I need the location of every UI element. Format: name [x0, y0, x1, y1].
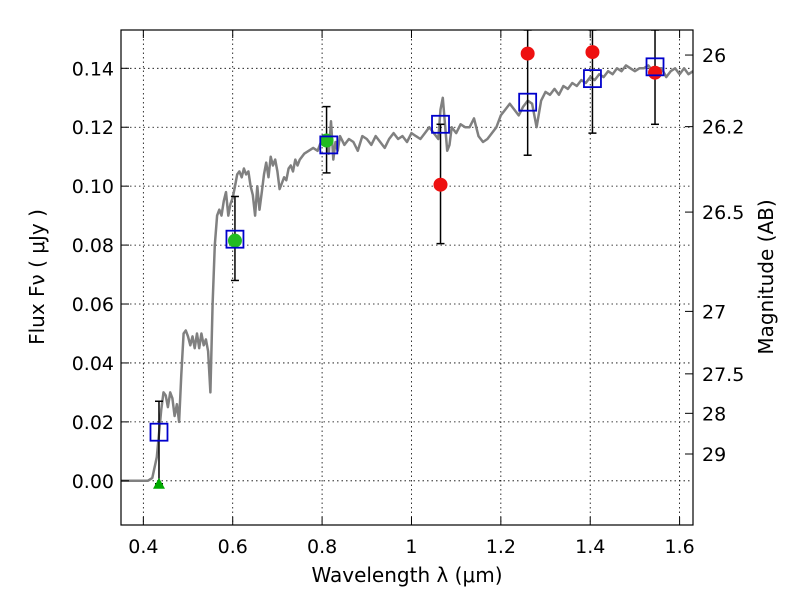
- magnitude-tick-label: 27.5: [702, 364, 744, 386]
- x-tick-label: 0.6: [218, 536, 248, 558]
- x-tick-label: 1: [405, 536, 417, 558]
- detection-point: [227, 233, 242, 248]
- magnitude-tick-label: 26: [702, 45, 726, 67]
- y-tick-label: 0.08: [72, 235, 114, 257]
- spectrum-layer: [121, 64, 693, 483]
- x-tick-label: 1.6: [664, 536, 694, 558]
- magnitude-tick-label: 26.5: [702, 202, 744, 224]
- model-spectrum-line: [121, 64, 693, 483]
- magnitude-tick-label: 26.2: [702, 117, 744, 139]
- red-measurement-point: [585, 45, 600, 60]
- y-tick-label: 0.14: [72, 58, 114, 80]
- x-tick-label: 1.4: [575, 536, 605, 558]
- marker-layer: [149, 45, 665, 489]
- model-flux-square: [645, 57, 665, 77]
- plot-area: [121, 30, 693, 525]
- magnitude-axis-ticks: 26 26.2 26.5 27 27.5 28 29: [685, 45, 744, 466]
- y-axis-label: Flux Fν ( μJy ): [25, 209, 49, 345]
- model-flux-square: [431, 114, 450, 134]
- y-tick-label: 0.12: [72, 117, 114, 139]
- grid-lines: [121, 30, 693, 525]
- model-flux-square: [583, 69, 602, 89]
- x-tick-label: 1.2: [486, 536, 516, 558]
- model-flux-square: [225, 229, 245, 249]
- model-flux-square: [518, 92, 538, 112]
- magnitude-tick-label: 28: [702, 403, 726, 425]
- y-tick-label: 0.02: [72, 412, 114, 434]
- plot-frame: [120, 29, 694, 526]
- x-tick-label: 0.8: [307, 536, 337, 558]
- y-tick-label: 0.04: [72, 353, 114, 375]
- model-flux-square: [149, 422, 169, 442]
- magnitude-tick-label: 29: [702, 444, 726, 466]
- y-axis-ticks: 0.00 0.02 0.04 0.06 0.08 0.10 0.12 0.14: [72, 58, 129, 493]
- magnitude-axis-label: Magnitude (AB): [754, 199, 778, 354]
- red-measurement-point: [648, 65, 663, 80]
- x-axis-label: Wavelength λ (μm): [311, 563, 502, 587]
- x-axis-ticks: 0.4 0.6 0.8 1 1.2 1.4 1.6: [128, 30, 695, 558]
- x-tick-label: 0.4: [128, 536, 158, 558]
- y-tick-label: 0.00: [72, 471, 114, 493]
- non-detection-triangle: [152, 477, 165, 489]
- y-tick-label: 0.06: [72, 294, 114, 316]
- model-flux-square: [319, 135, 339, 155]
- red-measurement-point: [433, 177, 448, 192]
- y-tick-label: 0.10: [72, 176, 114, 198]
- magnitude-tick-label: 27: [702, 301, 726, 323]
- red-measurement-point: [520, 46, 535, 61]
